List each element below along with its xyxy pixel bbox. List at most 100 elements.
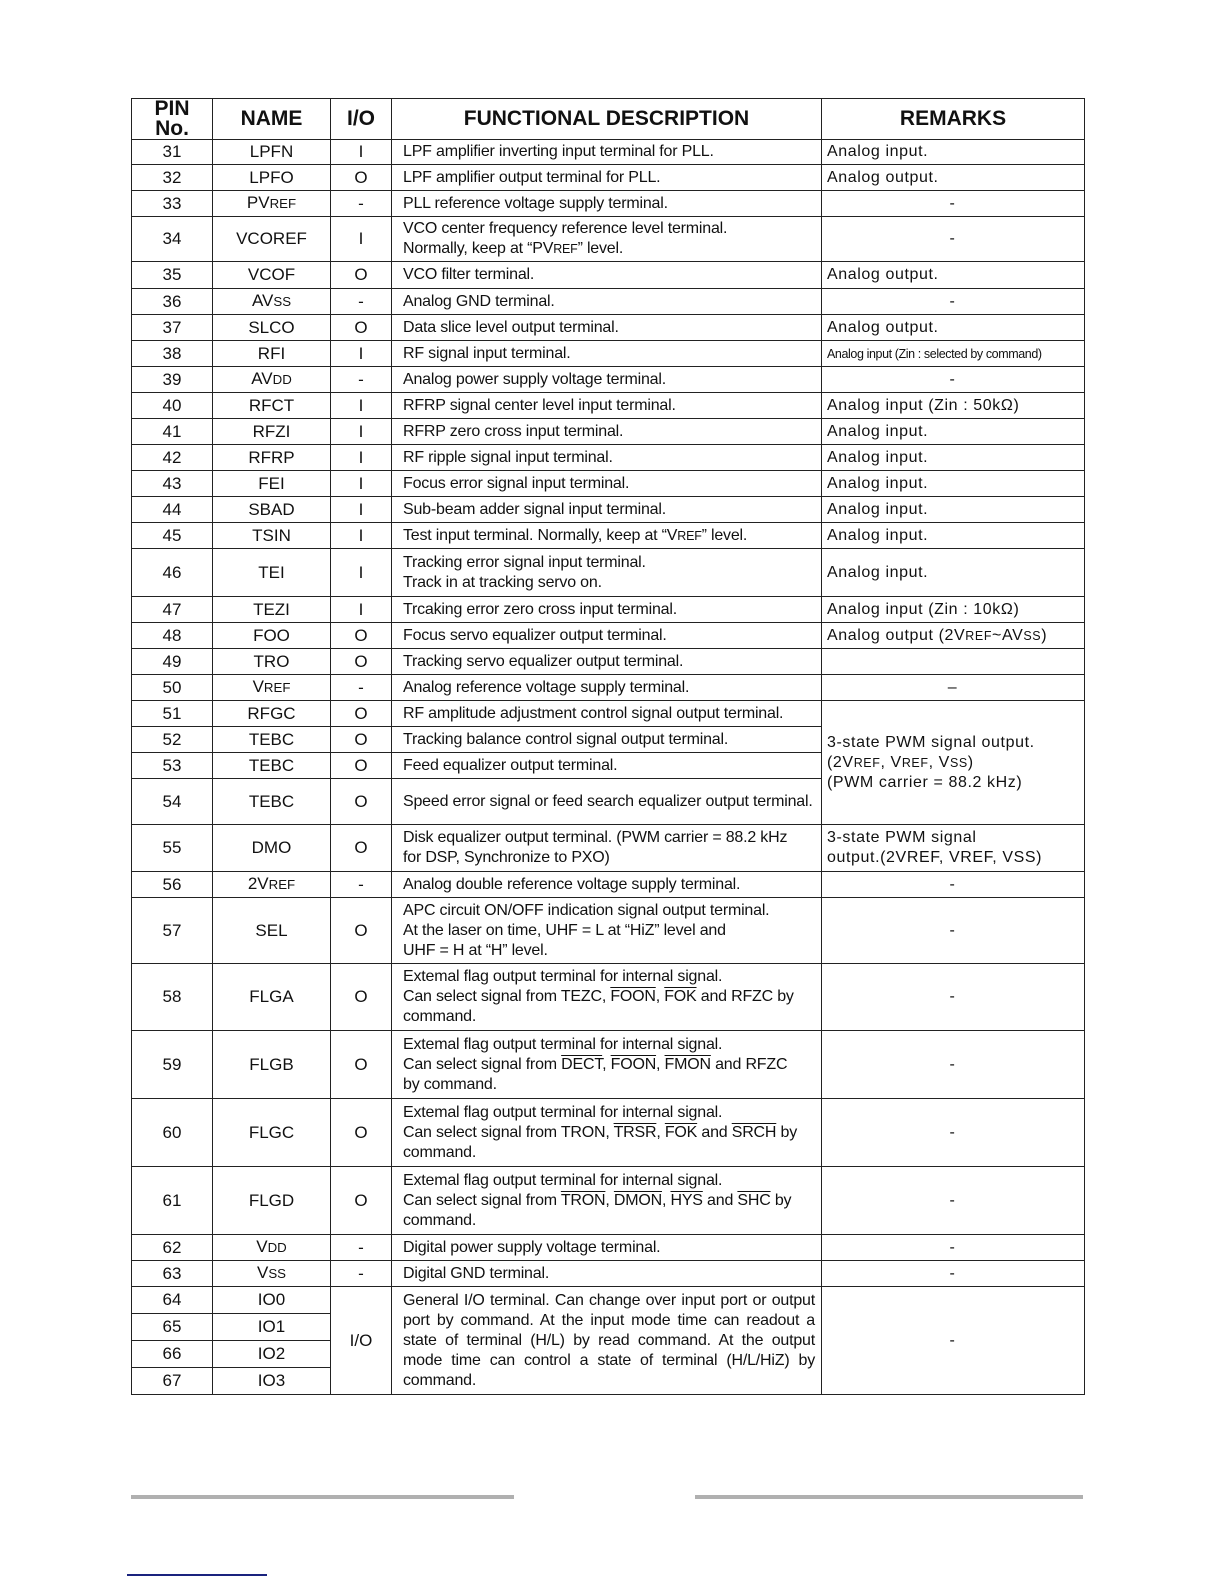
text: RFGC [247, 703, 296, 723]
pin-name: LPFN [212, 139, 331, 165]
pin-io: I [330, 139, 392, 165]
remarks: 3-state PWM signal output. (2VREF, VREF, … [821, 700, 1085, 825]
functional-description: Tracking servo equalizer output terminal… [391, 648, 822, 675]
text-line: Extemal flag output terminal for interna… [403, 1171, 815, 1191]
pin-name: RFI [212, 340, 331, 367]
remarks: Analog input (Zin : selected by command) [821, 340, 1085, 367]
text: output.(2VREF, VREF, VSS) [827, 849, 1043, 866]
functional-description: Test input terminal. Normally, keep at “… [391, 522, 822, 549]
pin-name: FOO [212, 622, 331, 649]
text: - [949, 1264, 956, 1282]
remarks: - [821, 897, 1085, 964]
pin-name: PVREF [212, 190, 331, 217]
pin-io: - [330, 190, 392, 217]
pin-number: 47 [131, 596, 213, 623]
table-row: 49 TRO O Tracking servo equalizer output te… [131, 648, 1085, 675]
text-line: Analog input. [827, 563, 1078, 583]
text: FOO [253, 625, 290, 645]
functional-description: RF ripple signal input terminal. [391, 444, 822, 471]
text-line: UHF = H at “H” level. [403, 941, 815, 961]
pin-number: 63 [131, 1260, 213, 1287]
table-row: 50 VREF - Analog reference voltage supply t… [131, 674, 1085, 701]
pin-name: TEBC [212, 752, 331, 779]
text-line: Analog output. [827, 318, 1078, 338]
pin-io: O [330, 164, 392, 191]
text: - [949, 1123, 956, 1141]
remarks: Analog output. [821, 314, 1085, 341]
text: - [949, 230, 956, 247]
pin-name: IO3 [212, 1367, 331, 1395]
pin-io: I [330, 596, 392, 623]
table-row: 65 IO1 [131, 1313, 1085, 1341]
text: V [256, 1237, 268, 1256]
text-line: 3-state PWM signal [827, 828, 1078, 848]
text: Track in at tracking servo on. [403, 573, 602, 591]
subscript-text: SS [1023, 628, 1042, 643]
subscript-text: SS [268, 1266, 287, 1281]
header-pin-no: PIN No. [131, 98, 213, 140]
text: IO3 [257, 1371, 286, 1390]
text-line: 3-state PWM signal output. [827, 733, 1078, 753]
table-row: 42 RFRP I RF ripple signal input terminal. A… [131, 444, 1085, 471]
table-row: 32 LPFO O LPF amplifier output terminal for… [131, 164, 1085, 191]
text: ” level. [577, 240, 624, 257]
pin-name: FLGA [212, 963, 331, 1031]
text: and [697, 1123, 732, 1141]
pin-io: I [330, 548, 392, 597]
text: and RFZC [710, 1055, 788, 1073]
pin-name: TSIN [212, 522, 331, 549]
pin-io: O [330, 1166, 392, 1235]
remarks: Analog input. [821, 470, 1085, 497]
table-row: 60 FLGC O Extemal flag output terminal for … [131, 1098, 1085, 1167]
text: General I/O terminal. Can change over in… [403, 1291, 815, 1389]
pin-number: 42 [131, 444, 213, 471]
text-line: RFRP signal center level input terminal. [403, 396, 815, 416]
functional-description: Extemal flag output terminal for interna… [391, 1030, 822, 1099]
pin-io: - [330, 1234, 392, 1261]
pin-io: O [330, 897, 392, 964]
pin-name: SLCO [212, 314, 331, 341]
subscript-text: REF [263, 680, 291, 695]
pin-number: 45 [131, 522, 213, 549]
text-line: Analog input. [827, 448, 1078, 468]
text: LPF amplifier inverting input terminal f… [403, 143, 714, 160]
text: PV [246, 193, 270, 212]
pin-io: - [330, 674, 392, 701]
text-line: command. [403, 1211, 815, 1231]
text: Analog input. [827, 500, 929, 518]
pin-name: AVSS [212, 288, 331, 315]
remarks: - [821, 1098, 1085, 1167]
pin-name: AVDD [212, 366, 331, 393]
text-line: (PWM carrier = 88.2 kHz) [827, 773, 1078, 793]
subscript-text: SS [273, 294, 292, 309]
text-line: output.(2VREF, VREF, VSS) [827, 848, 1078, 868]
text-line: Analog input. [827, 474, 1078, 494]
table-row: 36 AVSS - Analog GND terminal. - [131, 288, 1085, 315]
pin-number: 59 [131, 1030, 213, 1099]
functional-description: Focus error signal input terminal. [391, 470, 822, 497]
overlined-signal: FOON [610, 1055, 657, 1073]
text: Sub-beam adder signal input terminal. [403, 500, 666, 518]
text: (PWM carrier = 88.2 kHz) [827, 773, 1023, 791]
header-name: NAME [212, 98, 331, 140]
pin-io: O [330, 726, 392, 753]
functional-description: Analog double reference voltage supply t… [391, 871, 822, 898]
functional-description: VCO filter terminal. [391, 261, 822, 289]
pin-name: FLGB [212, 1030, 331, 1099]
text-line: LPF amplifier output terminal for PLL. [403, 168, 815, 188]
text: , [602, 1055, 611, 1073]
text: SEL [255, 920, 288, 940]
text: Analog input. [827, 448, 929, 466]
text-line: RF signal input terminal. [403, 344, 815, 364]
pin-io: O [330, 622, 392, 649]
text: 2V [247, 874, 269, 893]
text: Analog power supply voltage terminal. [403, 370, 666, 388]
text-line: - [827, 370, 1078, 390]
text-line: Analog input. [827, 142, 1078, 162]
remarks: Analog output (2VREF~AVSS) [821, 622, 1085, 649]
footer-link-line [127, 1574, 267, 1576]
text: RFCT [248, 395, 295, 415]
pin-number: 56 [131, 871, 213, 898]
text: AV [251, 291, 274, 310]
functional-description: Digital power supply voltage terminal. [391, 1234, 822, 1261]
